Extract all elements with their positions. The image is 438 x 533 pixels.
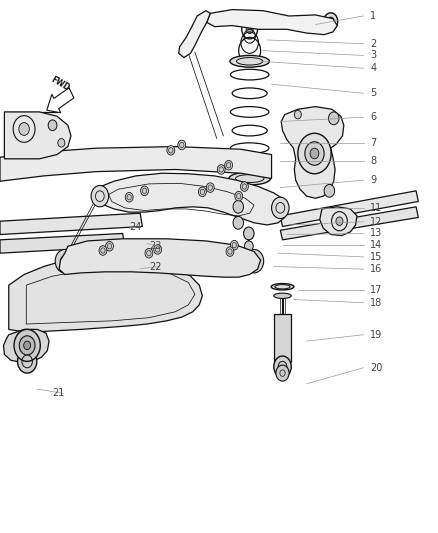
Polygon shape <box>92 173 288 225</box>
Text: 6: 6 <box>370 112 376 122</box>
Text: 24: 24 <box>129 222 141 231</box>
Polygon shape <box>280 207 418 240</box>
Circle shape <box>246 25 253 34</box>
Circle shape <box>336 217 343 225</box>
Text: 17: 17 <box>370 286 382 295</box>
Circle shape <box>19 123 29 135</box>
Polygon shape <box>0 233 125 253</box>
Ellipse shape <box>230 55 269 67</box>
Circle shape <box>14 329 40 361</box>
Circle shape <box>217 165 225 174</box>
Circle shape <box>276 365 289 381</box>
Circle shape <box>206 183 214 192</box>
Text: 4: 4 <box>370 63 376 73</box>
Circle shape <box>324 13 338 30</box>
Circle shape <box>154 245 162 254</box>
Text: 12: 12 <box>370 217 382 227</box>
Circle shape <box>225 160 233 170</box>
Circle shape <box>99 246 107 255</box>
Circle shape <box>141 186 148 196</box>
Text: 18: 18 <box>370 298 382 308</box>
Text: 23: 23 <box>149 241 161 251</box>
Polygon shape <box>179 11 210 58</box>
Circle shape <box>235 191 243 201</box>
Ellipse shape <box>229 172 270 185</box>
Circle shape <box>294 110 301 119</box>
Circle shape <box>327 17 334 26</box>
Circle shape <box>91 185 109 207</box>
Circle shape <box>244 227 254 240</box>
Polygon shape <box>59 239 261 277</box>
Text: 20: 20 <box>370 363 382 373</box>
Circle shape <box>226 247 234 256</box>
FancyArrow shape <box>47 88 74 113</box>
Text: 9: 9 <box>370 175 376 185</box>
Circle shape <box>233 216 244 229</box>
Circle shape <box>305 142 324 165</box>
Polygon shape <box>207 10 337 35</box>
Circle shape <box>55 249 74 273</box>
Text: 11: 11 <box>370 203 382 213</box>
Circle shape <box>145 248 153 258</box>
Polygon shape <box>9 255 202 332</box>
Text: 14: 14 <box>370 240 382 250</box>
Circle shape <box>58 139 65 147</box>
Ellipse shape <box>271 284 294 290</box>
Circle shape <box>274 356 291 377</box>
Circle shape <box>178 140 186 150</box>
Circle shape <box>106 241 113 251</box>
Text: 7: 7 <box>370 138 376 148</box>
Circle shape <box>230 240 238 250</box>
Text: 21: 21 <box>53 389 65 398</box>
Ellipse shape <box>274 293 291 298</box>
Polygon shape <box>4 329 49 362</box>
Circle shape <box>272 197 289 219</box>
Circle shape <box>244 241 253 252</box>
Text: 5: 5 <box>370 88 376 98</box>
Text: 1: 1 <box>370 11 376 21</box>
Circle shape <box>48 120 57 131</box>
Circle shape <box>240 182 248 191</box>
Circle shape <box>324 184 335 197</box>
Circle shape <box>125 192 133 202</box>
Circle shape <box>233 200 244 213</box>
Text: 16: 16 <box>370 264 382 274</box>
Polygon shape <box>0 147 272 181</box>
Circle shape <box>167 146 175 155</box>
Polygon shape <box>4 112 71 159</box>
Text: FWD: FWD <box>49 75 71 92</box>
Polygon shape <box>274 314 291 362</box>
Text: 8: 8 <box>370 156 376 166</box>
Text: 3: 3 <box>370 51 376 60</box>
Polygon shape <box>0 213 142 235</box>
Text: 19: 19 <box>370 330 382 340</box>
Polygon shape <box>280 191 418 227</box>
Circle shape <box>310 148 319 159</box>
Circle shape <box>24 341 31 350</box>
Polygon shape <box>320 207 357 236</box>
Circle shape <box>198 187 206 197</box>
Text: 13: 13 <box>370 229 382 238</box>
Text: 22: 22 <box>149 262 162 271</box>
Circle shape <box>18 350 37 373</box>
Text: 2: 2 <box>370 39 376 49</box>
Circle shape <box>328 112 339 125</box>
Text: 15: 15 <box>370 252 382 262</box>
Circle shape <box>244 249 264 273</box>
Circle shape <box>298 133 331 174</box>
Circle shape <box>19 336 35 355</box>
Polygon shape <box>281 107 344 198</box>
